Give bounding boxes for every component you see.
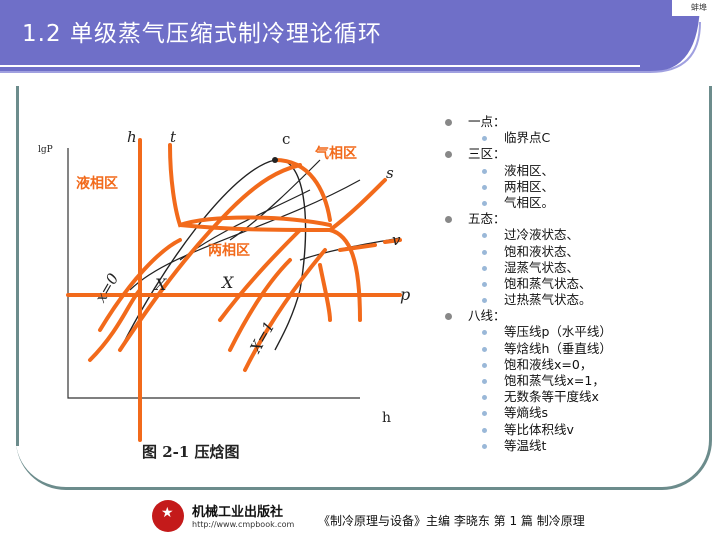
label-c: c <box>282 130 290 148</box>
content-frame <box>16 86 712 490</box>
isotherm-line <box>168 143 332 228</box>
publisher-logo-icon <box>152 500 184 532</box>
bullet-subitem: 饱和液线x=0， <box>442 357 722 373</box>
bullet-subitem: 饱和液状态、 <box>442 244 722 260</box>
bullet-zones: 三区： <box>442 146 722 162</box>
header-band <box>0 0 701 73</box>
critical-point <box>272 157 278 163</box>
bullet-subitem: 过热蒸气状态。 <box>442 292 722 308</box>
bullet-subitem: 过冷液状态、 <box>442 227 722 243</box>
bullet-subitem: 饱和蒸气线x=1， <box>442 373 722 389</box>
bullet-subitem: 等温线t <box>442 438 722 454</box>
bullet-subitem: 液相区、 <box>442 163 722 179</box>
region-two-phase-label: 两相区 <box>208 242 250 259</box>
axis-y-label: lgP <box>38 145 53 155</box>
bullet-states: 五态： <box>442 211 722 227</box>
bullet-subitem: 等熵线s <box>442 405 722 421</box>
bullet-subitem: 等比体积线v <box>442 422 722 438</box>
label-x1: X=1 <box>246 318 278 356</box>
bullet-subitem: 等压线p（水平线） <box>442 324 722 340</box>
bullet-subitem: 气相区。 <box>442 195 722 211</box>
label-X-right: X <box>220 273 234 292</box>
label-s: s <box>386 164 394 182</box>
bullet-subitem: 两相区、 <box>442 179 722 195</box>
bullet-lines: 八线： <box>442 308 722 324</box>
label-h: h <box>127 128 137 146</box>
page-title: 1.2 单级蒸气压缩式制冷理论循环 <box>22 21 382 47</box>
region-vapor-label: 气相区 <box>314 145 357 162</box>
bullet-subitem: 饱和蒸气状态、 <box>442 276 722 292</box>
label-X-left: X <box>153 275 167 294</box>
bullet-list: 一点： 临界点C 三区： 液相区、 两相区、 气相区。 五态： 过冷液状态、 饱… <box>442 114 722 454</box>
publisher-url: http://www.cmpbook.com <box>192 520 295 529</box>
label-t: t <box>170 128 177 146</box>
pressure-enthalpy-diagram: lgP h h t c s v p X X x=0 X=1 液相区 两相区 气相… <box>38 128 410 461</box>
label-v: v <box>392 231 401 249</box>
bullet-subitem: 等焓线h（垂直线） <box>442 341 722 357</box>
property-lines-orange <box>66 138 402 442</box>
label-p: p <box>400 285 410 304</box>
figure-caption: 图 2-1 压焓图 <box>142 443 240 461</box>
axis-x-label: h <box>382 410 391 426</box>
bullet-subitem: 无数条等干度线x <box>442 389 722 405</box>
bullet-subitem: 临界点C <box>442 130 722 146</box>
publisher-name: 机械工业出版社 <box>192 505 284 520</box>
bullet-subitem: 湿蒸气状态、 <box>442 260 722 276</box>
bullet-point: 一点： <box>442 114 722 130</box>
content-frame-left-edge <box>16 86 19 446</box>
saturation-dome <box>119 159 307 351</box>
region-liquid-label: 液相区 <box>76 175 118 192</box>
corner-logo: 蚌埠 <box>672 0 726 16</box>
axes <box>67 148 360 399</box>
footer-citation: 《制冷原理与设备》主编 李晓东 第 1 篇 制冷原理 <box>318 514 585 528</box>
